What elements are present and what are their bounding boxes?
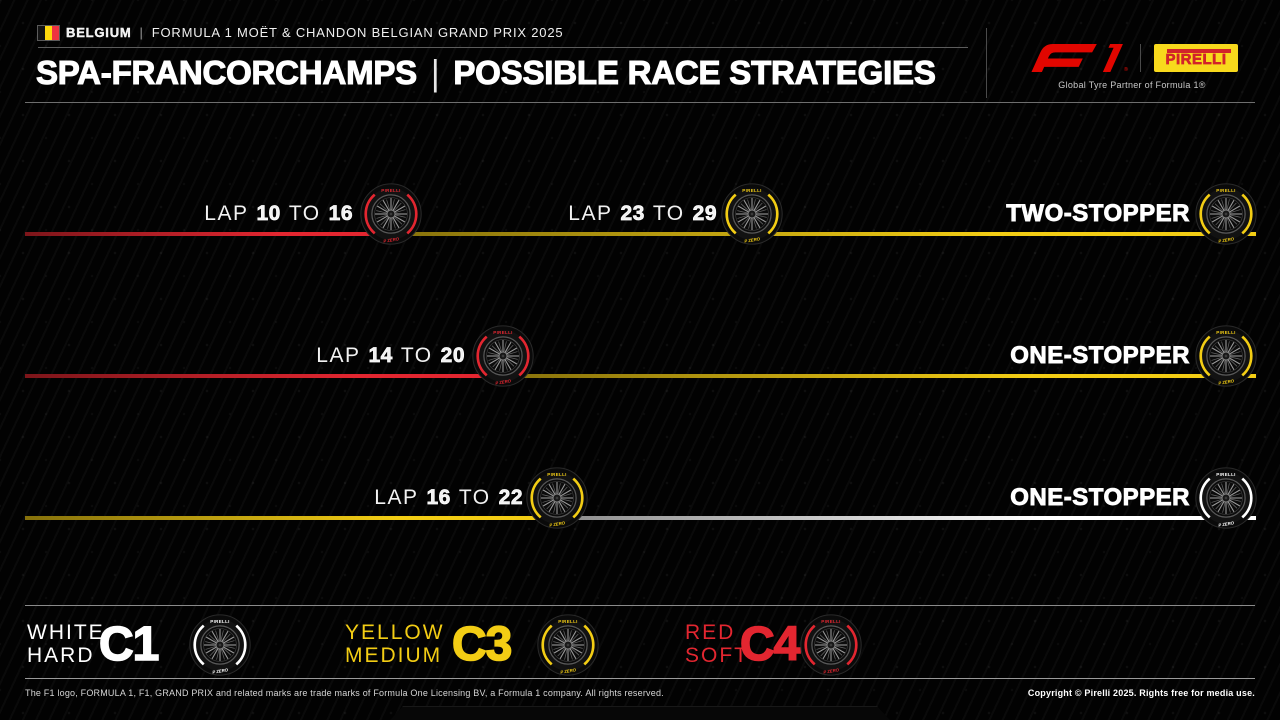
svg-text:PIRELLI: PIRELLI — [381, 188, 401, 193]
svg-text:PIRELLI: PIRELLI — [547, 472, 567, 477]
svg-text:P ZERO: P ZERO — [383, 236, 400, 243]
svg-text:PIRELLI: PIRELLI — [1216, 472, 1236, 477]
event-title: FORMULA 1 MOËT & CHANDON BELGIAN GRAND P… — [151, 25, 564, 40]
svg-text:P ZERO: P ZERO — [212, 667, 229, 674]
medium-tyre-icon: PIRELLI P ZERO — [1194, 324, 1258, 388]
strategy2-line-stint1 — [25, 374, 503, 378]
soft-tyre-icon: PIRELLI P ZERO — [799, 613, 863, 677]
page-title-circuit: SPA-FRANCORCHAMPS — [35, 53, 417, 91]
flag-stripe-black — [38, 26, 45, 40]
lap-to: 29 — [692, 202, 717, 225]
svg-text:P ZERO: P ZERO — [1218, 236, 1235, 243]
compound-color-name: WHITE — [27, 621, 105, 644]
page-title-subject: POSSIBLE RACE STRATEGIES — [453, 53, 937, 91]
svg-text:P ZERO: P ZERO — [744, 236, 761, 243]
header-logo-divider — [986, 28, 987, 98]
strategy1-type-label: TWO-STOPPER — [1006, 200, 1190, 227]
strategy3-line-stint2 — [557, 516, 1256, 520]
lap-to: 20 — [440, 344, 465, 367]
title-divider-line — [25, 102, 1255, 103]
lap-word: LAP — [316, 344, 361, 367]
header-divider-line — [38, 47, 968, 48]
lap-word: LAP — [374, 486, 419, 509]
legend-soft-label: RED SOFT — [685, 621, 749, 667]
flag-stripe-yellow — [45, 26, 52, 40]
strategy3-type-label: ONE-STOPPER — [1010, 484, 1190, 511]
page-title: SPA-FRANCORCHAMPS | POSSIBLE RACE STRATE… — [35, 52, 937, 93]
legend-medium-label: YELLOW MEDIUM — [345, 621, 445, 667]
pirelli-copyright: Copyright © Pirelli 2025. Rights free fo… — [1027, 688, 1255, 698]
medium-tyre-icon: PIRELLI P ZERO — [1194, 182, 1258, 246]
compound-name: HARD — [27, 644, 95, 667]
f1-logo: ® — [1028, 44, 1132, 77]
svg-text:P ZERO: P ZERO — [1218, 520, 1235, 527]
strategy3-line-stint1 — [25, 516, 557, 520]
svg-text:P ZERO: P ZERO — [560, 667, 577, 674]
compound-color-name: YELLOW — [345, 621, 445, 644]
page-title-divider: | — [430, 52, 440, 93]
hard-tyre-icon: PIRELLI P ZERO — [188, 613, 252, 677]
lap-from: 14 — [368, 344, 393, 367]
lap-from: 23 — [620, 202, 645, 225]
pirelli-logo-text: PIRELLI — [1165, 51, 1227, 68]
strategy3-stint1-lap-range: LAP 16 TO 22 — [374, 486, 523, 509]
lap-word: LAP — [568, 202, 613, 225]
lap-from: 16 — [426, 486, 451, 509]
compound-name: SOFT — [685, 644, 749, 667]
svg-text:PIRELLI: PIRELLI — [210, 619, 230, 624]
lap-to: 16 — [328, 202, 353, 225]
strategy2-stint1-lap-range: LAP 14 TO 20 — [316, 344, 465, 367]
to-word: TO — [288, 202, 321, 225]
lap-word: LAP — [204, 202, 249, 225]
svg-text:P ZERO: P ZERO — [1218, 378, 1235, 385]
soft-tyre-icon: PIRELLI P ZERO — [471, 324, 535, 388]
svg-text:PIRELLI: PIRELLI — [742, 188, 762, 193]
event-separator: | — [139, 25, 144, 40]
strategy2-type-label: ONE-STOPPER — [1010, 342, 1190, 369]
svg-text:P ZERO: P ZERO — [823, 667, 840, 674]
legend-hard-code: C1 — [98, 618, 160, 671]
logo-divider — [1140, 44, 1141, 72]
to-word: TO — [458, 486, 491, 509]
svg-text:PIRELLI: PIRELLI — [1216, 330, 1236, 335]
pirelli-logo-bar — [1167, 49, 1231, 53]
compound-name: MEDIUM — [345, 644, 443, 667]
legend-hard-label: WHITE HARD — [27, 621, 105, 667]
legend-top-divider — [25, 605, 1255, 606]
event-country: BELGIUM — [66, 25, 132, 40]
lap-from: 10 — [256, 202, 281, 225]
strategy1-stint2-lap-range: LAP 23 TO 29 — [568, 202, 717, 225]
strategy2-line-stint2 — [503, 374, 1256, 378]
hard-tyre-icon: PIRELLI P ZERO — [1194, 466, 1258, 530]
strategy1-line-stint2 — [391, 232, 1256, 236]
strategy1-line-stint1 — [25, 232, 391, 236]
svg-text:PIRELLI: PIRELLI — [1216, 188, 1236, 193]
medium-tyre-icon: PIRELLI P ZERO — [720, 182, 784, 246]
medium-tyre-icon: PIRELLI P ZERO — [536, 613, 600, 677]
f1-registered-mark: ® — [1124, 66, 1129, 72]
flag-stripe-red — [52, 26, 59, 40]
soft-tyre-icon: PIRELLI P ZERO — [359, 182, 423, 246]
legend-medium-code: C3 — [451, 618, 513, 671]
medium-tyre-icon: PIRELLI P ZERO — [525, 466, 589, 530]
pirelli-logo: PIRELLI — [1154, 44, 1238, 72]
svg-text:PIRELLI: PIRELLI — [493, 330, 513, 335]
event-header: BELGIUM | FORMULA 1 MOËT & CHANDON BELGI… — [66, 25, 563, 40]
svg-text:P ZERO: P ZERO — [549, 520, 566, 527]
bottom-notch — [390, 706, 890, 720]
strategy1-stint1-lap-range: LAP 10 TO 16 — [204, 202, 353, 225]
legend-soft-code: C4 — [739, 618, 801, 671]
svg-text:PIRELLI: PIRELLI — [821, 619, 841, 624]
f1-trademark-disclaimer: The F1 logo, FORMULA 1, F1, GRAND PRIX a… — [25, 688, 664, 698]
to-word: TO — [652, 202, 685, 225]
partner-caption: Global Tyre Partner of Formula 1® — [1058, 80, 1206, 90]
footer-divider — [25, 678, 1255, 679]
lap-to: 22 — [498, 486, 523, 509]
svg-text:PIRELLI: PIRELLI — [558, 619, 578, 624]
belgium-flag-icon — [37, 25, 60, 41]
svg-text:P ZERO: P ZERO — [495, 378, 512, 385]
to-word: TO — [400, 344, 433, 367]
compound-color-name: RED — [685, 621, 736, 644]
